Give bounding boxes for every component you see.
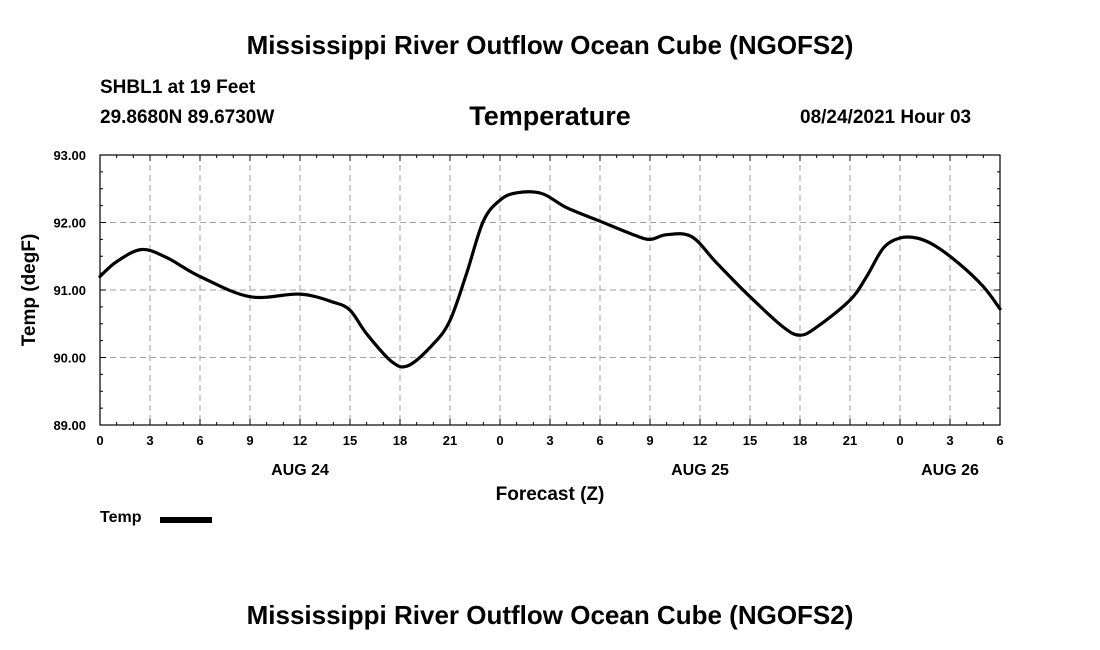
chart-title: Temperature bbox=[469, 101, 631, 131]
series-line-temp bbox=[98, 190, 1002, 369]
x-tick-label: 18 bbox=[793, 433, 807, 448]
x-tick-label: 12 bbox=[693, 433, 707, 448]
x-tick-label: 15 bbox=[743, 433, 757, 448]
x-tick-label: 15 bbox=[343, 433, 357, 448]
x-tick-label: 21 bbox=[443, 433, 457, 448]
grid-lines bbox=[100, 155, 1000, 425]
x-tick-label: 9 bbox=[646, 433, 653, 448]
date-label: 08/24/2021 Hour 03 bbox=[800, 107, 972, 128]
x-tick-label: 3 bbox=[146, 433, 153, 448]
day-label: AUG 25 bbox=[671, 462, 729, 479]
y-tick-label: 91.00 bbox=[53, 283, 86, 298]
x-tick-label: 6 bbox=[996, 433, 1003, 448]
day-label: AUG 26 bbox=[921, 462, 979, 479]
x-tick-label: 3 bbox=[946, 433, 953, 448]
x-tick-label: 0 bbox=[496, 433, 503, 448]
x-tick-label: 18 bbox=[393, 433, 407, 448]
x-tick-label: 12 bbox=[293, 433, 307, 448]
x-tick-label: 0 bbox=[896, 433, 903, 448]
x-tick-label: 6 bbox=[596, 433, 603, 448]
series-layer bbox=[98, 190, 1002, 369]
axis-labels: 0 3 6 9 12 15 18 21 0 3 6 9 12 15 18 21 0 3 6 89.00 90.00 91.… bbox=[19, 148, 1004, 505]
x-tick-label: 0 bbox=[96, 433, 103, 448]
legend-swatch bbox=[160, 517, 212, 523]
y-tick-label: 90.00 bbox=[53, 351, 86, 366]
day-label: AUG 24 bbox=[271, 462, 329, 479]
x-axis-title: Forecast (Z) bbox=[496, 484, 605, 505]
y-tick-label: 92.00 bbox=[53, 216, 86, 231]
x-tick-label: 6 bbox=[196, 433, 203, 448]
legend-label: Temp bbox=[100, 509, 142, 526]
x-tick-label: 3 bbox=[546, 433, 553, 448]
main-title: Mississippi River Outflow Ocean Cube (NG… bbox=[246, 30, 854, 60]
y-tick-label: 93.00 bbox=[53, 148, 86, 163]
coordinates-label: 29.8680N 89.6730W bbox=[100, 107, 275, 128]
x-tick-label: 21 bbox=[843, 433, 857, 448]
station-label: SHBL1 at 19 Feet bbox=[100, 77, 256, 98]
y-axis-title: Temp (degF) bbox=[19, 234, 40, 347]
y-tick-label: 89.00 bbox=[53, 418, 86, 433]
x-tick-label: 9 bbox=[246, 433, 253, 448]
footer-title: Mississippi River Outflow Ocean Cube (NG… bbox=[246, 600, 854, 630]
plot-frame bbox=[99, 154, 1001, 426]
